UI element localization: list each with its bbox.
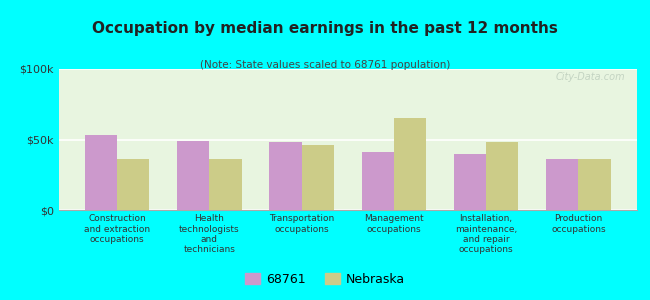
Bar bbox=[177, 141, 209, 210]
Bar bbox=[454, 154, 486, 210]
Bar bbox=[546, 159, 578, 210]
Bar bbox=[302, 145, 334, 210]
Text: Occupation by median earnings in the past 12 months: Occupation by median earnings in the pas… bbox=[92, 21, 558, 36]
Text: (Note: State values scaled to 68761 population): (Note: State values scaled to 68761 popu… bbox=[200, 60, 450, 70]
Bar bbox=[486, 142, 519, 210]
Bar bbox=[84, 135, 117, 210]
Legend: 68761, Nebraska: 68761, Nebraska bbox=[240, 268, 410, 291]
Bar bbox=[117, 159, 150, 210]
Bar bbox=[361, 152, 394, 210]
Bar bbox=[578, 159, 611, 210]
Bar bbox=[394, 118, 426, 210]
Bar bbox=[269, 142, 302, 210]
Bar bbox=[209, 159, 242, 210]
Text: City-Data.com: City-Data.com bbox=[556, 72, 625, 82]
